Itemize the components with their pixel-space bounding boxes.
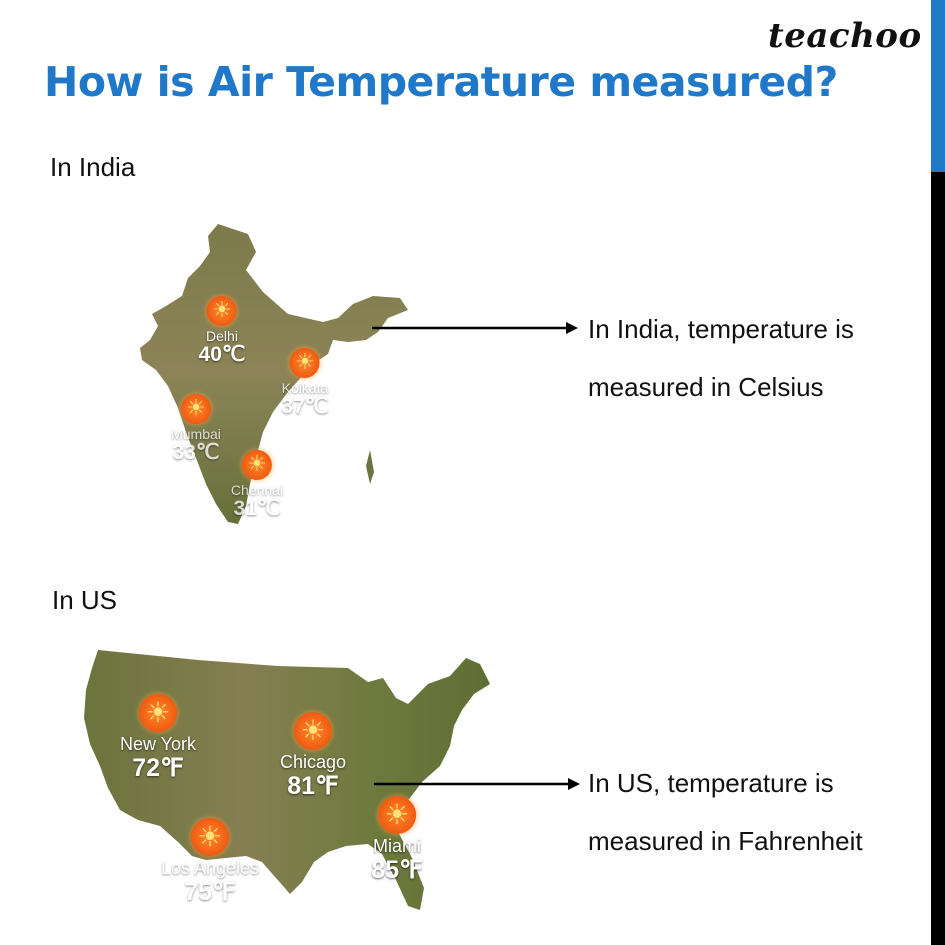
city-chennai: Chennai 31℃ [231,450,283,520]
page-title: How is Air Temperature measured? [44,58,838,106]
city-mumbai: Mumbai 33℃ [171,394,221,464]
city-temperature: 75℉ [184,878,236,906]
us-section-label: In US [52,585,118,615]
city-temperature: 85℉ [371,856,423,884]
city-temperature: 81℉ [287,772,339,800]
city-chicago: Chicago 81℉ [280,712,346,799]
brand-logo: teachoo [768,16,922,56]
city-temperature: 37℃ [281,395,329,418]
city-name: New York [119,734,197,754]
sun-icon [293,712,332,750]
city-temperature: 31℃ [233,497,281,520]
sun-icon [377,796,416,834]
india-section-label: In India [50,152,136,182]
city-temperature: 72℉ [132,754,184,782]
sun-icon [206,296,237,326]
city-temperature: 33℃ [172,441,220,464]
city-los-angeles: Los Angeles 75℉ [161,818,259,905]
city-name: Mumbai [171,426,221,442]
sun-icon [180,394,211,424]
city-delhi: Delhi 40℃ [198,296,246,366]
us-description: In US, temperature is measured in Fahren… [588,754,863,870]
arrow-right-icon [372,322,578,334]
city-name: Miami [372,836,421,856]
slide-edge-accent [931,0,945,172]
india-description: In India, temperature is measured in Cel… [588,300,854,416]
city-name: Kolkata [281,380,329,396]
slide-edge-bar [931,0,945,945]
sun-icon [242,450,272,480]
description-line: In India, temperature is [588,314,854,344]
sun-icon [138,694,177,732]
city-name: Delhi [206,328,238,344]
description-line: measured in Fahrenheit [588,826,863,856]
city-new-york: New York 72℉ [120,694,196,781]
city-name: Los Angeles [160,858,260,878]
description-line: In US, temperature is [588,768,834,798]
us-map [78,648,498,918]
city-kolkata: Kolkata 37℃ [281,348,329,418]
sun-icon [289,348,320,378]
city-miami: Miami 85℉ [371,796,423,883]
description-line: measured in Celsius [588,372,824,402]
city-name: Chennai [230,482,284,498]
city-name: Chicago [279,752,347,772]
arrow-right-icon [374,778,580,790]
sun-icon [190,818,229,856]
city-temperature: 40℃ [198,343,246,366]
